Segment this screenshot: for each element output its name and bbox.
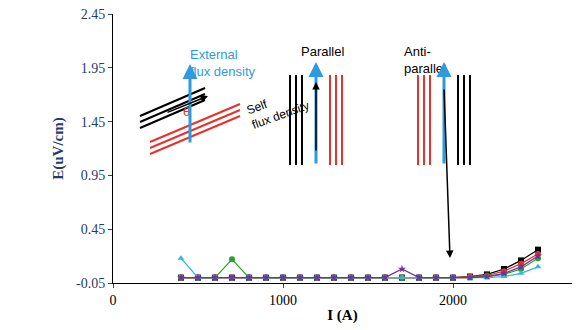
svg-text:2000: 2000 (439, 293, 467, 308)
svg-text:E(uV/cm): E(uV/cm) (50, 117, 67, 180)
svg-text:0.95: 0.95 (81, 168, 106, 183)
svg-text:1000: 1000 (269, 293, 297, 308)
svg-text:1.95: 1.95 (81, 61, 106, 76)
svg-text:Anti-parallel: Anti-parallel (404, 44, 446, 76)
svg-text:1.45: 1.45 (81, 115, 106, 130)
svg-text:Selfflux density: Selfflux density (245, 84, 312, 132)
svg-text:2.45: 2.45 (81, 7, 106, 22)
svg-text:0: 0 (110, 293, 117, 308)
svg-text:-0.05: -0.05 (76, 276, 105, 291)
svg-text:Parallel: Parallel (301, 44, 344, 59)
svg-text:0.45: 0.45 (81, 222, 106, 237)
svg-text:I (A): I (A) (327, 307, 357, 324)
svg-text:Externalflux density: Externalflux density (190, 47, 256, 79)
svg-text:θ: θ (183, 104, 190, 119)
